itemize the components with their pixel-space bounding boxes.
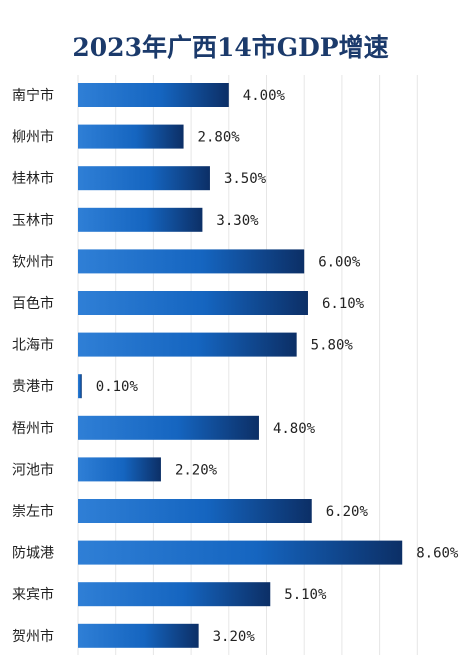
category-label: 河池市 [12,461,54,478]
category-label: 桂林市 [12,170,54,187]
grid-lines [77,75,418,655]
value-label: 4.80% [273,421,316,437]
bar [78,499,312,523]
category-label: 贵港市 [12,378,54,395]
category-label: 贺州市 [12,628,54,645]
value-label: 2.20% [175,462,218,478]
bar [78,249,305,274]
category-label: 梧州市 [12,420,54,437]
bar [78,166,210,191]
bar [78,457,161,482]
labels: 南宁市 4.00% 柳州市 2.80% 桂林市 3.50% 玉林市 3.30% 钦州市 6.00%… [12,87,459,645]
category-label: 钦州市 [12,253,54,270]
bar [78,540,403,565]
category-label: 南宁市 [12,87,54,104]
value-label: 8.60% [416,546,459,562]
value-label: 4.00% [243,88,286,104]
bar [78,623,199,648]
bar [78,582,271,607]
category-label: 柳州市 [12,129,54,146]
category-label: 防城港 [12,546,54,562]
value-label: 5.80% [311,338,354,354]
value-label: 3.50% [224,171,267,187]
value-label: 3.30% [216,213,259,229]
category-label: 北海市 [12,337,54,354]
value-label: 6.00% [318,254,361,270]
value-label: 5.10% [284,587,327,603]
chart-title: 2023年广西14市GDP增速 [72,33,389,62]
value-label: 6.10% [322,296,365,312]
value-label: 3.20% [213,629,256,645]
bar [78,207,203,232]
category-label: 玉林市 [12,212,54,229]
bars [78,83,403,648]
category-label: 崇左市 [12,503,54,520]
bar [78,332,297,357]
bar [78,415,259,440]
value-label: 2.80% [198,130,241,146]
bar [78,374,82,399]
category-label: 来宾市 [12,586,54,603]
bar [78,83,229,107]
bar [78,124,184,149]
value-label: 0.10% [96,379,139,395]
bar [78,291,308,315]
value-label: 6.20% [326,504,369,520]
category-label: 百色市 [12,295,54,312]
